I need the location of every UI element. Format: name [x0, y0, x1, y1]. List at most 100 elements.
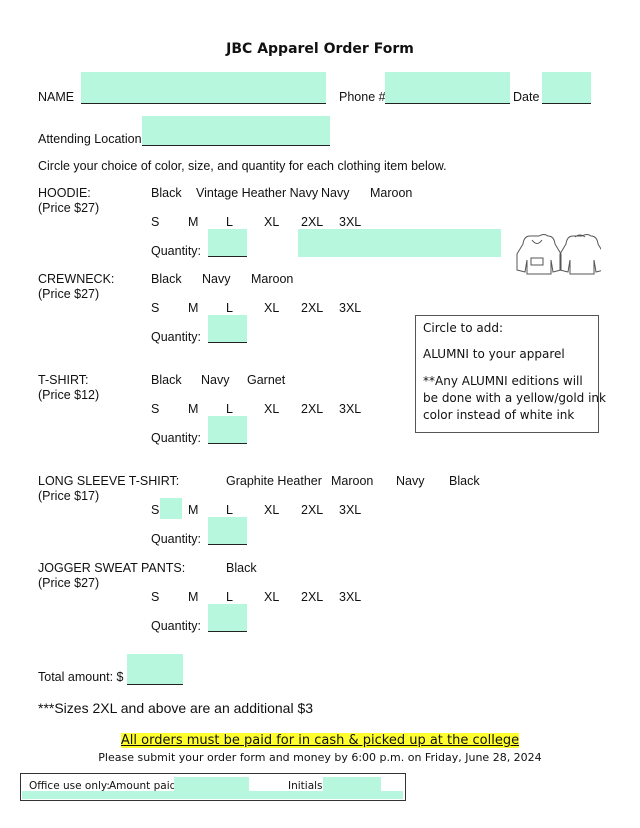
quantity-field[interactable]	[208, 604, 247, 632]
size-option[interactable]: L	[226, 301, 233, 315]
quantity-field[interactable]	[208, 315, 247, 343]
size-option[interactable]: M	[188, 215, 199, 229]
instructions: Circle your choice of color, size, and q…	[38, 159, 447, 173]
date-label: Date	[513, 90, 540, 104]
color-option[interactable]: Black	[226, 561, 257, 575]
alumni-option[interactable]: ALUMNI to your apparel	[423, 347, 565, 361]
alumni-note-text: be done with a yellow/gold ink	[423, 391, 606, 405]
color-option[interactable]: Navy	[201, 373, 230, 387]
color-option[interactable]: Maroon	[251, 272, 294, 286]
size-option[interactable]: XL	[264, 590, 280, 604]
size-option[interactable]: L	[226, 503, 233, 517]
location-field[interactable]	[142, 116, 330, 145]
item-price-long-sleeve: (Price $17)	[38, 489, 100, 503]
size-option[interactable]: 3XL	[339, 590, 362, 604]
item-name-tshirt: T-SHIRT:	[38, 373, 89, 387]
date-underline	[542, 103, 591, 104]
size-option[interactable]: S	[151, 402, 160, 416]
color-option[interactable]: Graphite Heather	[226, 474, 322, 488]
total-field[interactable]	[127, 654, 183, 684]
color-option[interactable]: Vintage Heather Navy	[196, 186, 319, 200]
size-option[interactable]: S	[151, 301, 160, 315]
alumni-note-heading: Circle to add:	[423, 321, 504, 335]
size-option[interactable]: M	[188, 503, 199, 517]
color-option[interactable]: Maroon	[370, 186, 413, 200]
color-option[interactable]: Black	[151, 373, 182, 387]
date-field[interactable]	[542, 72, 591, 104]
alumni-note-text: color instead of white ink	[423, 408, 575, 422]
name-field[interactable]	[81, 72, 326, 104]
size-option[interactable]: 3XL	[339, 402, 362, 416]
size-option[interactable]: 2XL	[301, 215, 324, 229]
color-option[interactable]: Maroon	[331, 474, 374, 488]
size-option[interactable]: 2XL	[301, 590, 324, 604]
alumni-note-text: **Any ALUMNI editions will	[423, 374, 583, 388]
color-option[interactable]: Black	[151, 272, 182, 286]
size-option[interactable]: XL	[264, 301, 280, 315]
quantity-field[interactable]	[208, 416, 247, 444]
quantity-underline	[208, 342, 247, 343]
size-option[interactable]: L	[226, 590, 233, 604]
size-option[interactable]: M	[188, 301, 199, 315]
size-option[interactable]: M	[188, 590, 199, 604]
page-title: JBC Apparel Order Form	[226, 41, 414, 57]
color-option[interactable]: Black	[151, 186, 182, 200]
quantity-label: Quantity:	[151, 431, 202, 445]
size-option[interactable]: XL	[264, 215, 280, 229]
payment-notice: All orders must be paid for in cash & pi…	[120, 733, 520, 748]
office-use-strip[interactable]	[22, 791, 403, 799]
quantity-underline	[208, 544, 247, 545]
hoodie-extra-field[interactable]	[298, 229, 501, 257]
phone-field[interactable]	[385, 72, 510, 104]
size-option[interactable]: 2XL	[301, 503, 324, 517]
size-option[interactable]: 2XL	[301, 402, 324, 416]
phone-label: Phone #	[339, 90, 386, 104]
size-s-field[interactable]	[160, 498, 182, 519]
initials-field[interactable]	[323, 777, 381, 792]
quantity-underline	[208, 256, 247, 257]
size-option[interactable]: XL	[264, 402, 280, 416]
amount-paid-label: Amount paid:	[109, 780, 180, 792]
size-surcharge-note: ***Sizes 2XL and above are an additional…	[38, 700, 314, 716]
initials-label: Initials:	[288, 780, 327, 792]
size-option[interactable]: 3XL	[339, 301, 362, 315]
size-option[interactable]: S	[151, 215, 160, 229]
phone-underline	[385, 103, 510, 104]
quantity-label: Quantity:	[151, 532, 202, 546]
color-option[interactable]: Navy	[321, 186, 350, 200]
size-option[interactable]: L	[226, 402, 233, 416]
size-option[interactable]: M	[188, 402, 199, 416]
item-name-long-sleeve: LONG SLEEVE T-SHIRT:	[38, 474, 180, 488]
office-use-box: Office use only: Amount paid: Initials:	[20, 773, 406, 801]
size-option[interactable]: S	[151, 590, 160, 604]
office-use-label: Office use only:	[29, 780, 110, 792]
size-option[interactable]: XL	[264, 503, 280, 517]
item-price-jogger: (Price $27)	[38, 576, 100, 590]
amount-paid-field[interactable]	[174, 777, 249, 792]
name-label: NAME	[38, 90, 75, 104]
size-option[interactable]: 2XL	[301, 301, 324, 315]
item-name-jogger: JOGGER SWEAT PANTS:	[38, 561, 186, 575]
submit-notice: Please submit your order form and money …	[98, 751, 542, 764]
total-underline	[127, 684, 183, 685]
color-option[interactable]: Garnet	[247, 373, 286, 387]
quantity-label: Quantity:	[151, 244, 202, 258]
color-option[interactable]: Navy	[396, 474, 425, 488]
size-option[interactable]: 3XL	[339, 503, 362, 517]
total-label: Total amount: $	[38, 670, 124, 684]
location-label: Attending Location:	[38, 132, 146, 146]
quantity-underline	[208, 443, 247, 444]
quantity-field[interactable]	[208, 517, 247, 545]
size-option[interactable]: L	[226, 215, 233, 229]
hoodie-sketch-icon	[516, 234, 601, 275]
name-underline	[81, 103, 326, 104]
size-option[interactable]: S	[151, 503, 160, 517]
item-name-hoodie: HOODIE:	[38, 186, 91, 200]
item-price-hoodie: (Price $27)	[38, 201, 100, 215]
quantity-field[interactable]	[208, 229, 247, 257]
size-option[interactable]: 3XL	[339, 215, 362, 229]
color-option[interactable]: Black	[449, 474, 480, 488]
alumni-note-box: Circle to add: ALUMNI to your apparel **…	[415, 315, 606, 433]
color-option[interactable]: Navy	[202, 272, 231, 286]
quantity-label: Quantity:	[151, 330, 202, 344]
